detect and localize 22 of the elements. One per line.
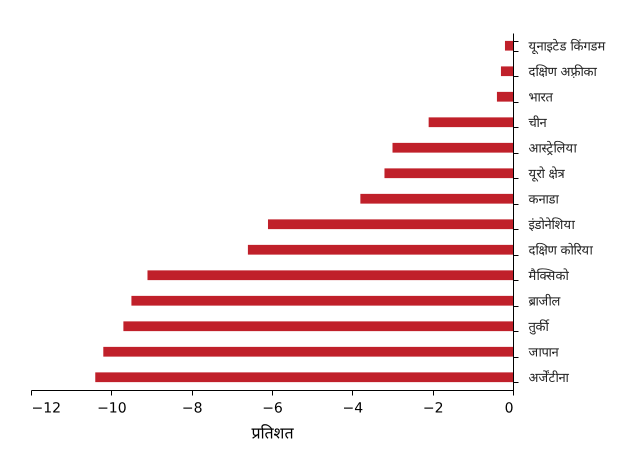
- y-tick-label: आस्ट्रेलिया: [528, 140, 578, 156]
- y-tick-label: भारत: [528, 90, 554, 106]
- y-tick-label: तुर्की: [528, 318, 550, 335]
- x-tick-label: −2: [422, 400, 444, 416]
- y-tick-label: मैक्सिको: [528, 268, 570, 284]
- x-tick-label: −8: [182, 400, 202, 416]
- x-axis-title: प्रतिशत: [252, 424, 294, 442]
- y-tick-label: यूनाइटेड किंगडम: [528, 38, 606, 54]
- y-tick-label: दक्षिण कोरिया: [528, 242, 594, 258]
- y-tick-label: अर्जेंटीना: [528, 370, 570, 386]
- x-tick-label: −12: [32, 400, 62, 416]
- y-tick-label: चीन: [528, 114, 548, 131]
- x-tick-label: −10: [97, 400, 127, 416]
- y-tick-label: ब्राजील: [528, 293, 560, 310]
- x-tick-label: −6: [262, 400, 283, 416]
- x-tick-label: −4: [342, 400, 364, 416]
- y-tick-label: यूरो क्षेत्र: [528, 166, 566, 182]
- y-tick-label: जापान: [528, 345, 560, 360]
- y-tick-label: दक्षिण अफ़्रीका: [528, 64, 598, 80]
- y-tick-label: कनाडा: [528, 192, 560, 208]
- y-tick-label: इंडोनेशिया: [528, 216, 576, 233]
- x-tick-label: 0: [504, 400, 514, 416]
